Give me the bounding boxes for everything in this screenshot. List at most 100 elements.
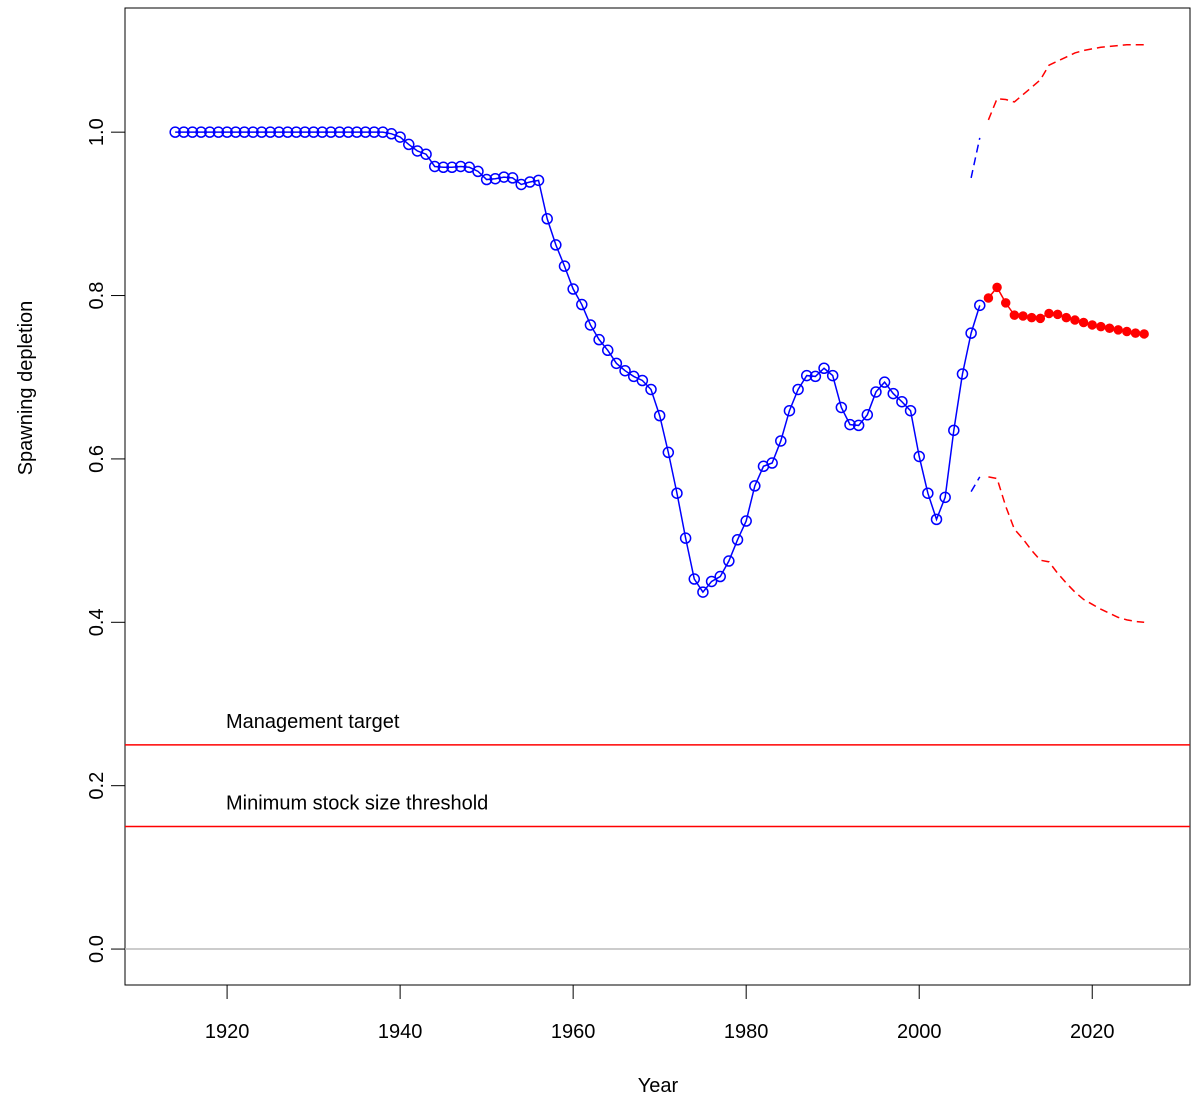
- data-point: [887, 387, 900, 400]
- data-point: [896, 395, 908, 408]
- data-point: [610, 357, 623, 370]
- series-line: [175, 131, 981, 594]
- data-point: [178, 126, 190, 138]
- data-point: [870, 386, 882, 398]
- data-point: [1087, 320, 1097, 330]
- data-point: [775, 435, 787, 447]
- data-point: [983, 293, 994, 303]
- data-point: [1070, 315, 1080, 325]
- data-point: [688, 573, 701, 585]
- x-tick-label: 2020: [1070, 1021, 1115, 1043]
- data-point: [992, 282, 1002, 293]
- data-point: [1000, 298, 1011, 308]
- data-point: [749, 480, 761, 492]
- data-point: [792, 383, 804, 396]
- data-point: [965, 327, 977, 339]
- data-point: [731, 534, 744, 546]
- data-point: [204, 126, 216, 138]
- data-point: [740, 515, 752, 527]
- series-line: [987, 44, 1145, 121]
- data-point: [974, 299, 986, 312]
- data-point: [1052, 309, 1063, 320]
- data-point: [238, 126, 251, 138]
- x-axis-label: Year: [638, 1075, 679, 1097]
- data-point: [584, 319, 597, 331]
- data-point: [636, 374, 649, 387]
- data-point: [446, 161, 458, 174]
- data-point: [342, 126, 354, 138]
- data-point: [169, 126, 181, 138]
- reference-label: Minimum stock size threshold: [226, 793, 488, 815]
- reference-label: Management target: [226, 711, 400, 733]
- data-point: [264, 126, 277, 138]
- data-point: [645, 383, 657, 396]
- x-tick-label: 1980: [724, 1021, 769, 1043]
- data-point: [809, 370, 822, 383]
- data-point: [290, 126, 303, 138]
- y-tick-label: 0.4: [86, 608, 108, 636]
- data-point: [273, 126, 285, 138]
- data-point: [281, 126, 294, 138]
- data-point: [506, 172, 519, 184]
- data-point: [766, 457, 778, 469]
- y-tick-label: 1.0: [86, 118, 108, 146]
- data-point: [524, 176, 536, 188]
- data-point: [697, 586, 709, 598]
- x-tick-label: 1920: [205, 1021, 250, 1043]
- data-point: [576, 298, 588, 311]
- data-point: [498, 171, 510, 183]
- data-point: [454, 160, 467, 173]
- data-point: [1122, 326, 1132, 337]
- data-point: [221, 126, 233, 138]
- data-point: [351, 126, 363, 138]
- data-point: [723, 555, 735, 567]
- data-point: [229, 126, 242, 138]
- data-point: [1026, 312, 1037, 323]
- data-point: [852, 419, 865, 432]
- x-tick-label: 1940: [378, 1021, 423, 1043]
- data-point: [377, 126, 389, 138]
- data-point: [1035, 313, 1046, 324]
- data-point: [212, 126, 225, 138]
- data-point: [307, 126, 320, 138]
- data-point: [489, 172, 502, 185]
- data-point: [844, 418, 856, 431]
- data-point: [835, 401, 848, 414]
- data-point: [480, 173, 493, 186]
- data-point: [472, 165, 484, 178]
- y-tick-label: 0.8: [86, 282, 108, 310]
- data-point: [662, 446, 675, 459]
- data-point: [948, 424, 960, 437]
- data-point: [186, 126, 199, 138]
- data-point: [930, 513, 943, 526]
- data-point: [826, 369, 839, 382]
- y-axis-label: Spawning depletion: [15, 301, 37, 476]
- data-point: [619, 364, 631, 377]
- data-point: [195, 126, 207, 138]
- data-point: [939, 491, 951, 504]
- data-point: [800, 369, 813, 382]
- data-point: [394, 131, 406, 143]
- plot-frame: [124, 7, 1191, 986]
- data-point: [532, 174, 545, 187]
- data-point: [333, 126, 346, 138]
- data-point: [1096, 321, 1106, 332]
- data-point: [1044, 308, 1054, 319]
- data-point: [904, 404, 917, 417]
- data-point: [403, 138, 415, 151]
- data-point: [359, 126, 372, 138]
- data-point: [913, 450, 925, 463]
- data-point: [1130, 328, 1141, 338]
- data-point: [878, 376, 891, 388]
- data-point: [783, 404, 796, 417]
- data-point: [1061, 312, 1072, 323]
- y-tick-label: 0.6: [86, 445, 108, 473]
- data-point: [861, 409, 874, 421]
- y-tick-label: 0.0: [86, 935, 108, 963]
- x-tick-label: 1960: [551, 1021, 596, 1043]
- data-point: [567, 283, 579, 295]
- data-point: [368, 126, 380, 138]
- data-point: [602, 344, 614, 357]
- data-point: [705, 575, 718, 588]
